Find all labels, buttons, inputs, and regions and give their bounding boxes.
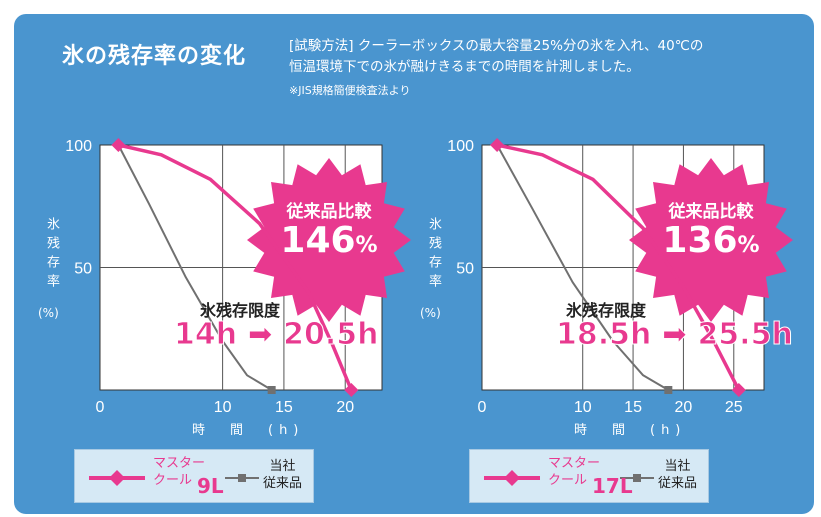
- comparison-badge-value: 146%: [254, 222, 404, 265]
- ice-limit-from: 18.5h: [555, 317, 652, 353]
- ice-limit-label: 氷残存限度: [200, 301, 281, 320]
- legend-master-name: マスター クール: [153, 455, 205, 489]
- legend-9l: マスター クール 9L 当社 従来品: [74, 449, 314, 503]
- legend-master-size: 9L: [197, 474, 224, 498]
- legend-conv-line2: 従来品: [658, 476, 698, 491]
- ice-limit-label: 氷残存限度: [566, 301, 647, 320]
- legend-conv-name: 当社 従来品: [658, 458, 697, 492]
- x-tick-label: 20: [336, 399, 354, 416]
- test-standard-note: ※JIS規格簡便検査法より: [289, 84, 411, 97]
- comparison-badge-star: [629, 158, 793, 322]
- series-master-line: [496, 143, 741, 391]
- y-tick-label: 50: [456, 261, 474, 278]
- legend-conv-line1: 当社: [664, 459, 691, 474]
- legend-conv-square-icon: [633, 474, 641, 482]
- comparison-badge-text: 従来品比較 146%: [254, 197, 404, 265]
- chart-9l-svg: 0 10 15 20 50 100: [65, 138, 411, 416]
- x-axis-label: 時 間 (h): [192, 423, 305, 438]
- test-method-line-1: [試験方法] クーラーボックスの最大容量25%分の氷を入れ、40℃の: [289, 38, 704, 54]
- x-tick-label: 25: [725, 399, 743, 416]
- comparison-badge-number: 136: [662, 220, 738, 261]
- master-diamond-marker: [111, 138, 126, 152]
- test-method-text: [試験方法] クーラーボックスの最大容量25%分の氷を入れ、40℃の 恒温環境下…: [289, 36, 703, 78]
- x-tick-label: 10: [214, 399, 232, 416]
- ice-limit-arrow-icon: ➡: [661, 317, 687, 353]
- chart-17l-svg: 0 10 15 20 25 50 100: [447, 138, 793, 416]
- chart-9l: 0 10 15 20 50 100 氷残存率 (%) 時 間 (h) 従来品比較 146%…: [38, 109, 411, 439]
- series-conventional-line: [496, 144, 669, 391]
- ice-limit-arrow-icon: ➡: [247, 317, 273, 353]
- y-axis-label: 氷残存率: [424, 217, 442, 293]
- ice-limit-to: 25.5h: [697, 317, 793, 353]
- comparison-badge-unit: %: [355, 233, 378, 258]
- master-diamond-marker: [344, 383, 359, 397]
- y-axis-unit: (%): [38, 306, 59, 320]
- x-tick-label: 15: [624, 399, 642, 416]
- y-tick-label: 100: [65, 138, 92, 155]
- legend-17l-lines: [484, 470, 654, 486]
- legend-9l-lines: [89, 470, 259, 486]
- x-tick-label: 10: [574, 399, 592, 416]
- legend-conv-line1: 当社: [269, 459, 296, 474]
- comparison-badge-text: 従来品比較 136%: [636, 197, 786, 265]
- legend-master-diamond-icon: [504, 470, 520, 486]
- comparison-badge-star: [247, 158, 411, 322]
- series-master-line: [118, 143, 353, 391]
- x-tick-label: 0: [478, 399, 487, 416]
- legend-conv-name: 当社 従来品: [263, 458, 302, 492]
- y-axis-label: 氷残存率: [42, 217, 60, 293]
- y-axis-unit: (%): [420, 306, 441, 320]
- test-method-line-2: 恒温環境下での氷が融けきるまでの時間を計測しました。: [289, 59, 640, 75]
- x-axis-label: 時 間 (h): [574, 423, 687, 438]
- conventional-square-marker: [267, 386, 276, 394]
- comparison-badge-value: 136%: [636, 222, 786, 265]
- comparison-badge-unit: %: [737, 233, 760, 258]
- series-conventional-line: [117, 144, 273, 391]
- x-tick-label: 20: [675, 399, 693, 416]
- chart-17l: 0 10 15 20 25 50 100 氷残存率 (%) 時 間 (h) 従来品比較 13…: [420, 109, 793, 439]
- y-tick-label: 50: [74, 261, 92, 278]
- ice-limit-values: 18.5h ➡ 25.5h: [555, 317, 793, 353]
- y-axis-label-text: 氷残存率: [426, 217, 441, 293]
- legend-master-name: マスター クール: [548, 455, 600, 489]
- comparison-badge-label: 従来品比較: [668, 202, 754, 222]
- ice-limit-from: 14h: [173, 317, 238, 353]
- legend-master-diamond-icon: [109, 470, 125, 486]
- conventional-square-marker: [664, 386, 673, 394]
- y-tick-label: 100: [447, 138, 474, 155]
- y-axis-label-text: 氷残存率: [44, 217, 59, 293]
- legend-master-size: 17L: [592, 474, 633, 498]
- comparison-badge-label: 従来品比較: [286, 202, 372, 222]
- legend-master-line2: クール: [548, 473, 588, 488]
- x-tick-label: 15: [275, 399, 293, 416]
- master-diamond-marker: [490, 138, 505, 152]
- ice-limit-values: 14h ➡ 20.5h: [173, 317, 379, 353]
- master-diamond-marker: [731, 383, 746, 397]
- legend-master-line1: マスター: [548, 456, 601, 471]
- x-tick-label: 0: [96, 399, 105, 416]
- legend-conv-square-icon: [238, 474, 246, 482]
- comparison-badge-number: 146: [280, 220, 356, 261]
- legend-conv-line2: 従来品: [263, 476, 303, 491]
- legend-17l: マスター クール 17L 当社 従来品: [469, 449, 709, 503]
- legend-master-line2: クール: [153, 473, 193, 488]
- ice-limit-to: 20.5h: [283, 317, 379, 353]
- infographic-panel: 氷の残存率の変化 [試験方法] クーラーボックスの最大容量25%分の氷を入れ、4…: [14, 14, 814, 514]
- page-title: 氷の残存率の変化: [62, 44, 247, 69]
- legend-master-line1: マスター: [153, 456, 206, 471]
